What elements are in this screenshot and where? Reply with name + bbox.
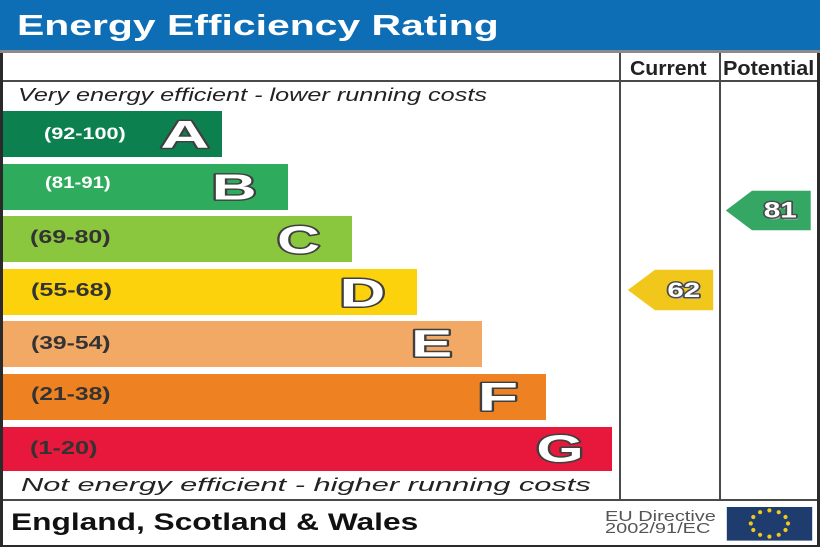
svg-text:B: B: [212, 166, 257, 207]
svg-text:62: 62: [667, 279, 700, 302]
svg-text:81: 81: [766, 199, 799, 224]
svg-text:E: E: [411, 323, 452, 365]
svg-text:G: G: [536, 427, 583, 470]
svg-text:81: 81: [764, 197, 797, 222]
svg-text:D: D: [340, 271, 386, 315]
svg-text:62: 62: [669, 280, 702, 303]
svg-text:F: F: [478, 375, 518, 420]
svg-text:C: C: [277, 218, 320, 261]
svg-text:A: A: [160, 113, 209, 156]
